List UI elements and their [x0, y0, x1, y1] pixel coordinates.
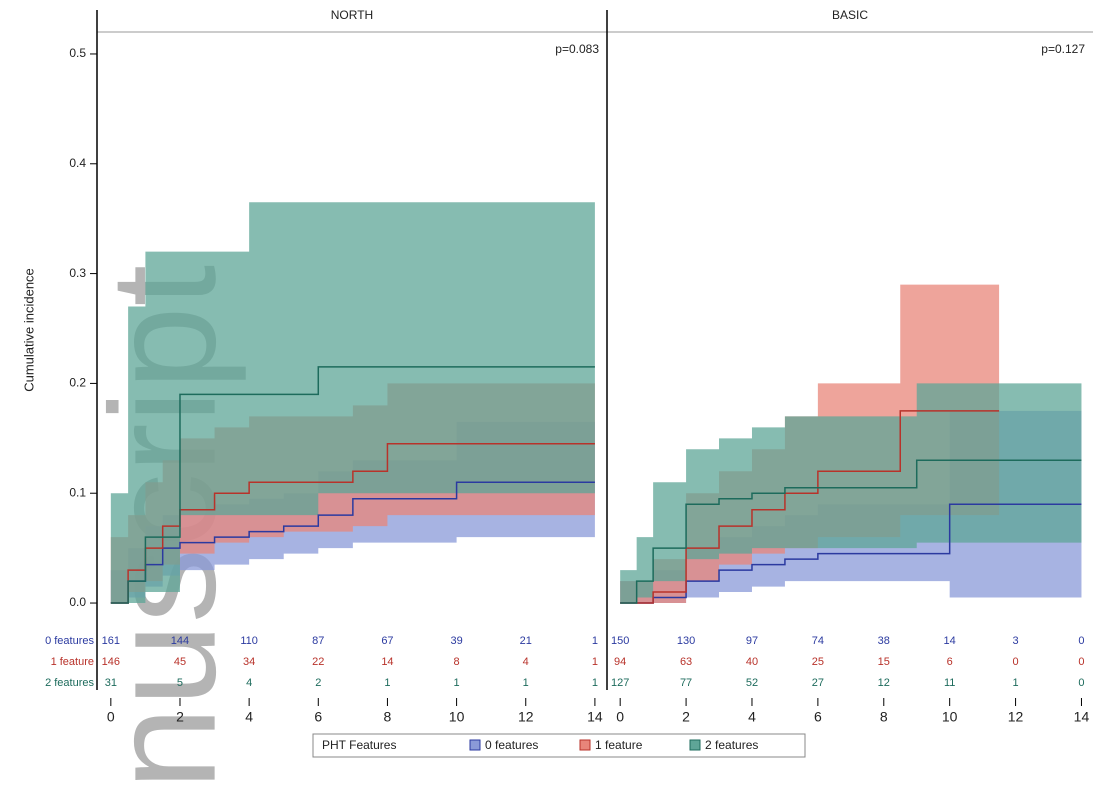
- at-risk-count: 2: [315, 677, 321, 689]
- legend-swatch: [469, 739, 481, 751]
- legend-swatch: [689, 739, 701, 751]
- at-risk-count: 12: [878, 677, 890, 689]
- at-risk-count: 1: [592, 656, 598, 668]
- at-risk-count: 31: [105, 677, 117, 689]
- at-risk-count: 40: [746, 656, 758, 668]
- risk-row-label: 2 features: [45, 677, 94, 689]
- at-risk-count: 4: [246, 677, 252, 689]
- y-tick-label: 0.3: [69, 266, 86, 280]
- at-risk-count: 77: [680, 677, 692, 689]
- at-risk-count: 94: [614, 656, 626, 668]
- at-risk-count: 11: [944, 677, 955, 689]
- at-risk-count: 146: [102, 656, 120, 668]
- x-tick-label: 10: [942, 709, 958, 725]
- at-risk-count: 3: [1013, 635, 1019, 647]
- incidence-line: [620, 503, 1082, 604]
- incidence-line: [620, 410, 1000, 604]
- x-tick-label: 14: [587, 709, 603, 725]
- at-risk-count: 1: [592, 677, 598, 689]
- at-risk-count: 74: [812, 635, 824, 647]
- x-tick-label: 10: [449, 709, 465, 725]
- x-tick-label: 12: [1008, 709, 1024, 725]
- legend-label: 0 features: [485, 738, 538, 752]
- x-tick-label: 14: [1074, 709, 1090, 725]
- y-tick-label: 0.0: [69, 595, 86, 609]
- incidence-line: [620, 459, 1082, 604]
- y-tick-label: 0.1: [69, 485, 86, 499]
- p-value: p=0.127: [1041, 42, 1085, 56]
- legend-swatch: [579, 739, 591, 751]
- ci-band: [620, 383, 1082, 604]
- at-risk-count: 150: [611, 635, 629, 647]
- at-risk-count: 97: [746, 635, 758, 647]
- x-tick-label: 0: [616, 709, 624, 725]
- x-tick-label: 8: [384, 709, 392, 725]
- at-risk-count: 1: [454, 677, 460, 689]
- x-tick-label: 12: [518, 709, 534, 725]
- at-risk-count: 8: [454, 656, 460, 668]
- at-risk-count: 4: [523, 656, 529, 668]
- at-risk-count: 87: [312, 635, 324, 647]
- at-risk-count: 25: [812, 656, 824, 668]
- incidence-line: [110, 366, 595, 604]
- risk-row-label: 1 feature: [51, 656, 94, 668]
- at-risk-count: 14: [381, 656, 393, 668]
- at-risk-count: 22: [312, 656, 324, 668]
- x-tick-label: 6: [314, 709, 322, 725]
- p-value: p=0.083: [555, 42, 599, 56]
- x-tick-label: 8: [880, 709, 888, 725]
- at-risk-count: 45: [174, 656, 186, 668]
- legend-box: [312, 733, 806, 758]
- at-risk-count: 67: [381, 635, 393, 647]
- at-risk-count: 0: [1078, 635, 1084, 647]
- x-tick-label: 4: [748, 709, 756, 725]
- at-risk-count: 110: [240, 635, 258, 647]
- x-tick-label: 6: [814, 709, 822, 725]
- x-tick-label: 0: [107, 709, 115, 725]
- at-risk-count: 144: [171, 635, 189, 647]
- at-risk-count: 38: [878, 635, 890, 647]
- panel-title: BASIC: [832, 8, 868, 22]
- at-risk-count: 39: [450, 635, 462, 647]
- at-risk-count: 127: [611, 677, 629, 689]
- y-tick-label: 0.4: [69, 156, 86, 170]
- at-risk-count: 63: [680, 656, 692, 668]
- at-risk-count: 5: [177, 677, 183, 689]
- x-tick-label: 2: [682, 709, 690, 725]
- legend-title: PHT Features: [322, 738, 396, 752]
- y-tick-label: 0.5: [69, 46, 86, 60]
- at-risk-count: 1: [1013, 677, 1019, 689]
- at-risk-count: 1: [384, 677, 390, 689]
- at-risk-count: 130: [677, 635, 695, 647]
- at-risk-count: 0: [1013, 656, 1019, 668]
- at-risk-count: 1: [523, 677, 529, 689]
- y-axis-label: Cumulative incidence: [21, 268, 36, 392]
- at-risk-count: 1: [592, 635, 598, 647]
- at-risk-count: 15: [878, 656, 890, 668]
- at-risk-count: 27: [812, 677, 824, 689]
- at-risk-count: 0: [1078, 656, 1084, 668]
- ci-band: [110, 202, 595, 604]
- x-tick-label: 4: [245, 709, 253, 725]
- at-risk-count: 34: [243, 656, 255, 668]
- y-tick-label: 0.2: [69, 376, 86, 390]
- at-risk-count: 21: [520, 635, 532, 647]
- at-risk-count: 52: [746, 677, 758, 689]
- at-risk-count: 14: [944, 635, 956, 647]
- legend-label: 1 feature: [595, 738, 643, 752]
- legend-label: 2 features: [705, 738, 758, 752]
- at-risk-count: 0: [1078, 677, 1084, 689]
- x-tick-label: 2: [176, 709, 184, 725]
- risk-row-label: 0 features: [45, 635, 94, 647]
- panel-title: NORTH: [331, 8, 373, 22]
- at-risk-count: 6: [947, 656, 953, 668]
- at-risk-count: 161: [102, 635, 120, 647]
